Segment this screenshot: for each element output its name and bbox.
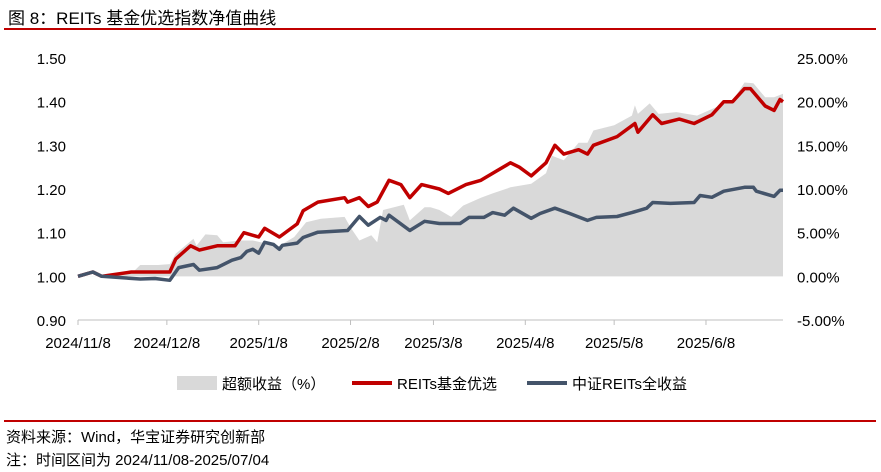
y-left-tick-label: 1.50 — [37, 51, 66, 68]
reits-fund-select-line — [77, 86, 785, 279]
y-right-tick-label: 15.00% — [797, 138, 848, 155]
y-right-tick-label: 10.00% — [797, 182, 848, 199]
x-tick-label: 2025/4/8 — [496, 335, 554, 352]
bottom-rule — [4, 420, 876, 422]
x-tick-label: 2024/11/8 — [45, 335, 111, 352]
legend-swatch-excess — [177, 376, 217, 390]
x-tick-label: 2025/2/8 — [321, 335, 379, 352]
x-tick-label: 2025/6/8 — [677, 335, 735, 352]
y-left-tick-label: 0.90 — [37, 313, 66, 330]
x-tick-label: 2025/3/8 — [404, 335, 462, 352]
legend-label-csi-reits: 中证REITs全收益 — [572, 375, 687, 393]
y-left-tick-label: 1.10 — [37, 226, 66, 243]
y-right-tick-label: 0.00% — [797, 269, 840, 286]
period-note: 注：时间区间为 2024/11/08-2025/07/04 — [6, 452, 270, 469]
y-right-tick-label: 5.00% — [797, 226, 840, 243]
excess-return-area — [78, 82, 783, 277]
x-tick-label: 2025/1/8 — [229, 335, 287, 352]
y-left-tick-label: 1.00 — [37, 269, 66, 286]
y-left-tick-label: 1.20 — [37, 182, 66, 199]
y-right-tick-label: 25.00% — [797, 51, 848, 68]
x-tick-label: 2025/5/8 — [585, 335, 643, 352]
x-tick-label: 2024/12/8 — [133, 335, 200, 352]
legend-label-excess: 超额收益（%） — [222, 376, 325, 393]
y-left-tick-label: 1.30 — [37, 138, 66, 155]
csi-reits-total-return-line — [77, 185, 783, 283]
top-rule — [4, 28, 876, 30]
y-right-tick-label: 20.00% — [797, 95, 848, 112]
y-left-tick-label: 1.40 — [37, 95, 66, 112]
nav-chart: 2024/11/8 2024/12/8 2025/1/8 2025/2/8 2025/3… — [37, 51, 848, 393]
legend: 超额收益（%） REITs基金优选 中证REITs全收益 — [177, 375, 687, 393]
figure-title: 图 8：REITs 基金优选指数净值曲线 — [8, 9, 277, 28]
legend-label-reits-select: REITs基金优选 — [397, 376, 497, 393]
y-right-tick-label: -5.00% — [797, 313, 845, 330]
source-note: 资料来源：Wind，华宝证券研究创新部 — [6, 429, 266, 446]
